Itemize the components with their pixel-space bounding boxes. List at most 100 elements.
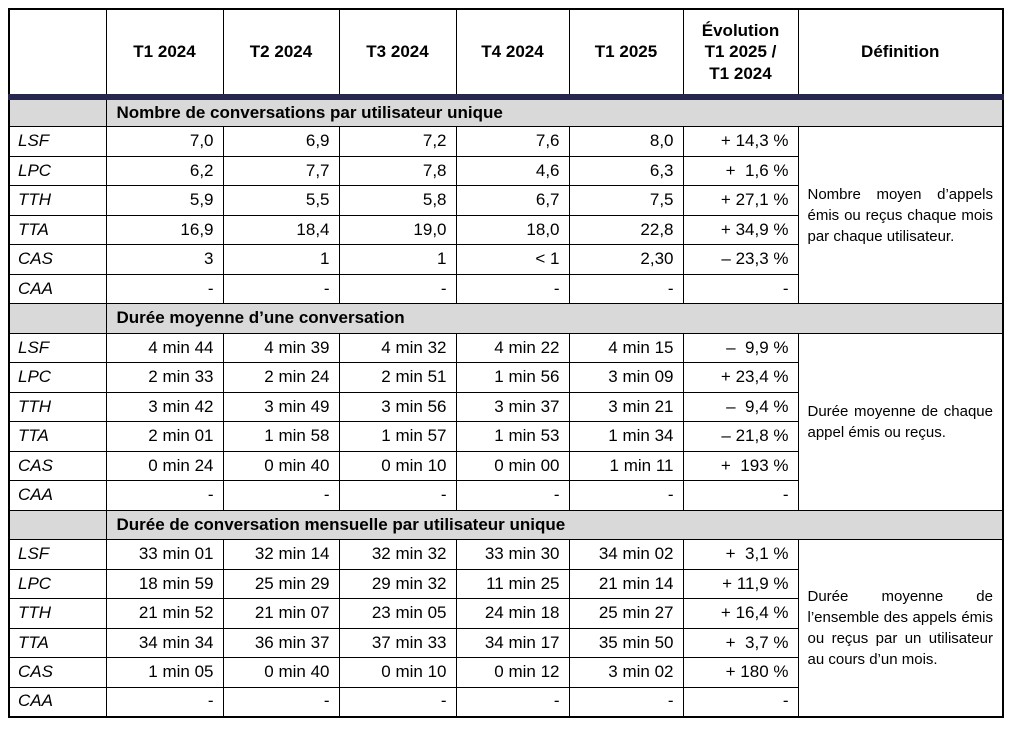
value-cell: 24 min 18 (455, 598, 570, 629)
value-cell: 3 min 37 (455, 391, 570, 422)
value-cell: 37 min 33 (338, 627, 457, 658)
evolution-cell: + 3,1 % (682, 539, 799, 570)
row-label: TTH (8, 391, 107, 422)
value-cell: 7,2 (338, 126, 457, 157)
table-row: LPC 6,2 7,7 7,8 4,6 6,3 + 1,6 % (8, 155, 1003, 186)
table-row: CAA - - - - - - (8, 480, 1003, 511)
evolution-cell: + 27,1 % (682, 185, 799, 216)
table-row: TTH 3 min 42 3 min 49 3 min 56 3 min 37 3 min… (8, 391, 1003, 422)
value-cell: 4,6 (455, 155, 570, 186)
value-cell: 4 min 22 (455, 332, 570, 363)
table-row: CAA - - - - - - (8, 686, 1003, 717)
value-cell: 22,8 (568, 214, 684, 245)
value-cell: - (222, 480, 340, 511)
value-cell: - (455, 480, 570, 511)
row-label: LPC (8, 155, 107, 186)
section-header-row: Nombre de conversations par utilisateur … (8, 96, 1004, 127)
row-label: LPC (8, 568, 107, 599)
definition-cell: Durée moyenne de chaque appel émis ou re… (797, 332, 1004, 511)
value-cell: 5,9 (105, 185, 224, 216)
evolution-cell: + 193 % (682, 450, 799, 481)
header-cell-quarter: T4 2024 (455, 8, 570, 100)
value-cell: 36 min 37 (222, 627, 340, 658)
value-cell: 7,8 (338, 155, 457, 186)
table-row: LSF 4 min 44 4 min 39 4 min 32 4 min 22 4 min… (8, 332, 1004, 511)
header-cell-quarter: T2 2024 (222, 8, 340, 100)
table-header: T1 2024 T2 2024 T3 2024 T4 2024 T1 2025 Évolu… (8, 8, 1004, 100)
section-title: Nombre de conversations par utilisateur … (105, 96, 1004, 127)
section-header-row: Durée de conversation mensuelle par util… (8, 509, 1004, 540)
section-header-row: Durée moyenne d’une conversation (8, 303, 1004, 334)
value-cell: 8,0 (568, 126, 684, 157)
value-cell: 3 min 02 (568, 657, 684, 688)
evolution-cell: + 11,9 % (682, 568, 799, 599)
value-cell: 6,2 (105, 155, 224, 186)
value-cell: 1 min 05 (105, 657, 224, 688)
value-cell: 0 min 40 (222, 450, 340, 481)
table-row: LSF 33 min 01 32 min 14 32 min 32 33 min 30 3… (8, 539, 1004, 717)
value-cell: 21 min 14 (568, 568, 684, 599)
table-row: TTA 34 min 34 36 min 37 37 min 33 34 min 17 3… (8, 627, 1003, 658)
value-cell: - (568, 686, 684, 717)
value-cell: 29 min 32 (338, 568, 457, 599)
evolution-cell: – 9,9 % (682, 332, 799, 363)
evolution-cell: - (682, 273, 799, 304)
value-cell: 1 (222, 244, 340, 275)
value-cell: 5,8 (338, 185, 457, 216)
value-cell: 18 min 59 (105, 568, 224, 599)
table-row: TTA 2 min 01 1 min 58 1 min 57 1 min 53 1 min… (8, 421, 1003, 452)
table-row: TTH 5,9 5,5 5,8 6,7 7,5 + 27,1 % (8, 185, 1003, 216)
row-label: TTH (8, 185, 107, 216)
table-row: CAS 1 min 05 0 min 40 0 min 10 0 min 12 3 min… (8, 657, 1003, 688)
row-label: CAA (8, 686, 107, 717)
value-cell: - (338, 686, 457, 717)
value-cell: 33 min 01 (105, 539, 224, 570)
value-cell: - (338, 480, 457, 511)
evolution-cell: - (682, 480, 799, 511)
value-cell: 0 min 24 (105, 450, 224, 481)
value-cell: 5,5 (222, 185, 340, 216)
corner-cell (8, 8, 107, 100)
value-cell: 23 min 05 (338, 598, 457, 629)
header-row: T1 2024 T2 2024 T3 2024 T4 2024 T1 2025 Évolu… (8, 8, 1004, 100)
evolution-cell: – 23,3 % (682, 244, 799, 275)
section-label-spacer (8, 96, 107, 127)
value-cell: 0 min 12 (455, 657, 570, 688)
value-cell: 21 min 07 (222, 598, 340, 629)
evolution-cell: – 21,8 % (682, 421, 799, 452)
value-cell: 34 min 02 (568, 539, 684, 570)
value-cell: 7,0 (105, 126, 224, 157)
row-label: CAA (8, 480, 107, 511)
value-cell: 2,30 (568, 244, 684, 275)
header-cell-quarter: T1 2024 (105, 8, 224, 100)
value-cell: 35 min 50 (568, 627, 684, 658)
value-cell: 2 min 51 (338, 362, 457, 393)
value-cell: - (568, 480, 684, 511)
value-cell: 2 min 01 (105, 421, 224, 452)
value-cell: 19,0 (338, 214, 457, 245)
value-cell: - (338, 273, 457, 304)
definition-cell: Durée moyenne de l’ensemble des appels é… (797, 539, 1004, 717)
row-label: LPC (8, 362, 107, 393)
value-cell: 4 min 39 (222, 332, 340, 363)
evolution-cell: – 9,4 % (682, 391, 799, 422)
value-cell: - (105, 273, 224, 304)
header-cell-evolution: Évolution T1 2025 / T1 2024 (682, 8, 799, 100)
value-cell: 1 min 53 (455, 421, 570, 452)
value-cell: 4 min 44 (105, 332, 224, 363)
value-cell: 1 min 11 (568, 450, 684, 481)
row-label: LSF (8, 126, 107, 157)
statistics-table: T1 2024 T2 2024 T3 2024 T4 2024 T1 2025 Évolu… (8, 8, 1004, 718)
evolution-cell: + 180 % (682, 657, 799, 688)
value-cell: - (455, 686, 570, 717)
value-cell: 0 min 00 (455, 450, 570, 481)
header-cell-quarter: T3 2024 (338, 8, 457, 100)
value-cell: 1 min 56 (455, 362, 570, 393)
value-cell: 7,7 (222, 155, 340, 186)
section-label-spacer (8, 303, 107, 334)
value-cell: 7,5 (568, 185, 684, 216)
value-cell: 16,9 (105, 214, 224, 245)
value-cell: - (222, 686, 340, 717)
value-cell: 0 min 10 (338, 657, 457, 688)
value-cell: 3 min 49 (222, 391, 340, 422)
